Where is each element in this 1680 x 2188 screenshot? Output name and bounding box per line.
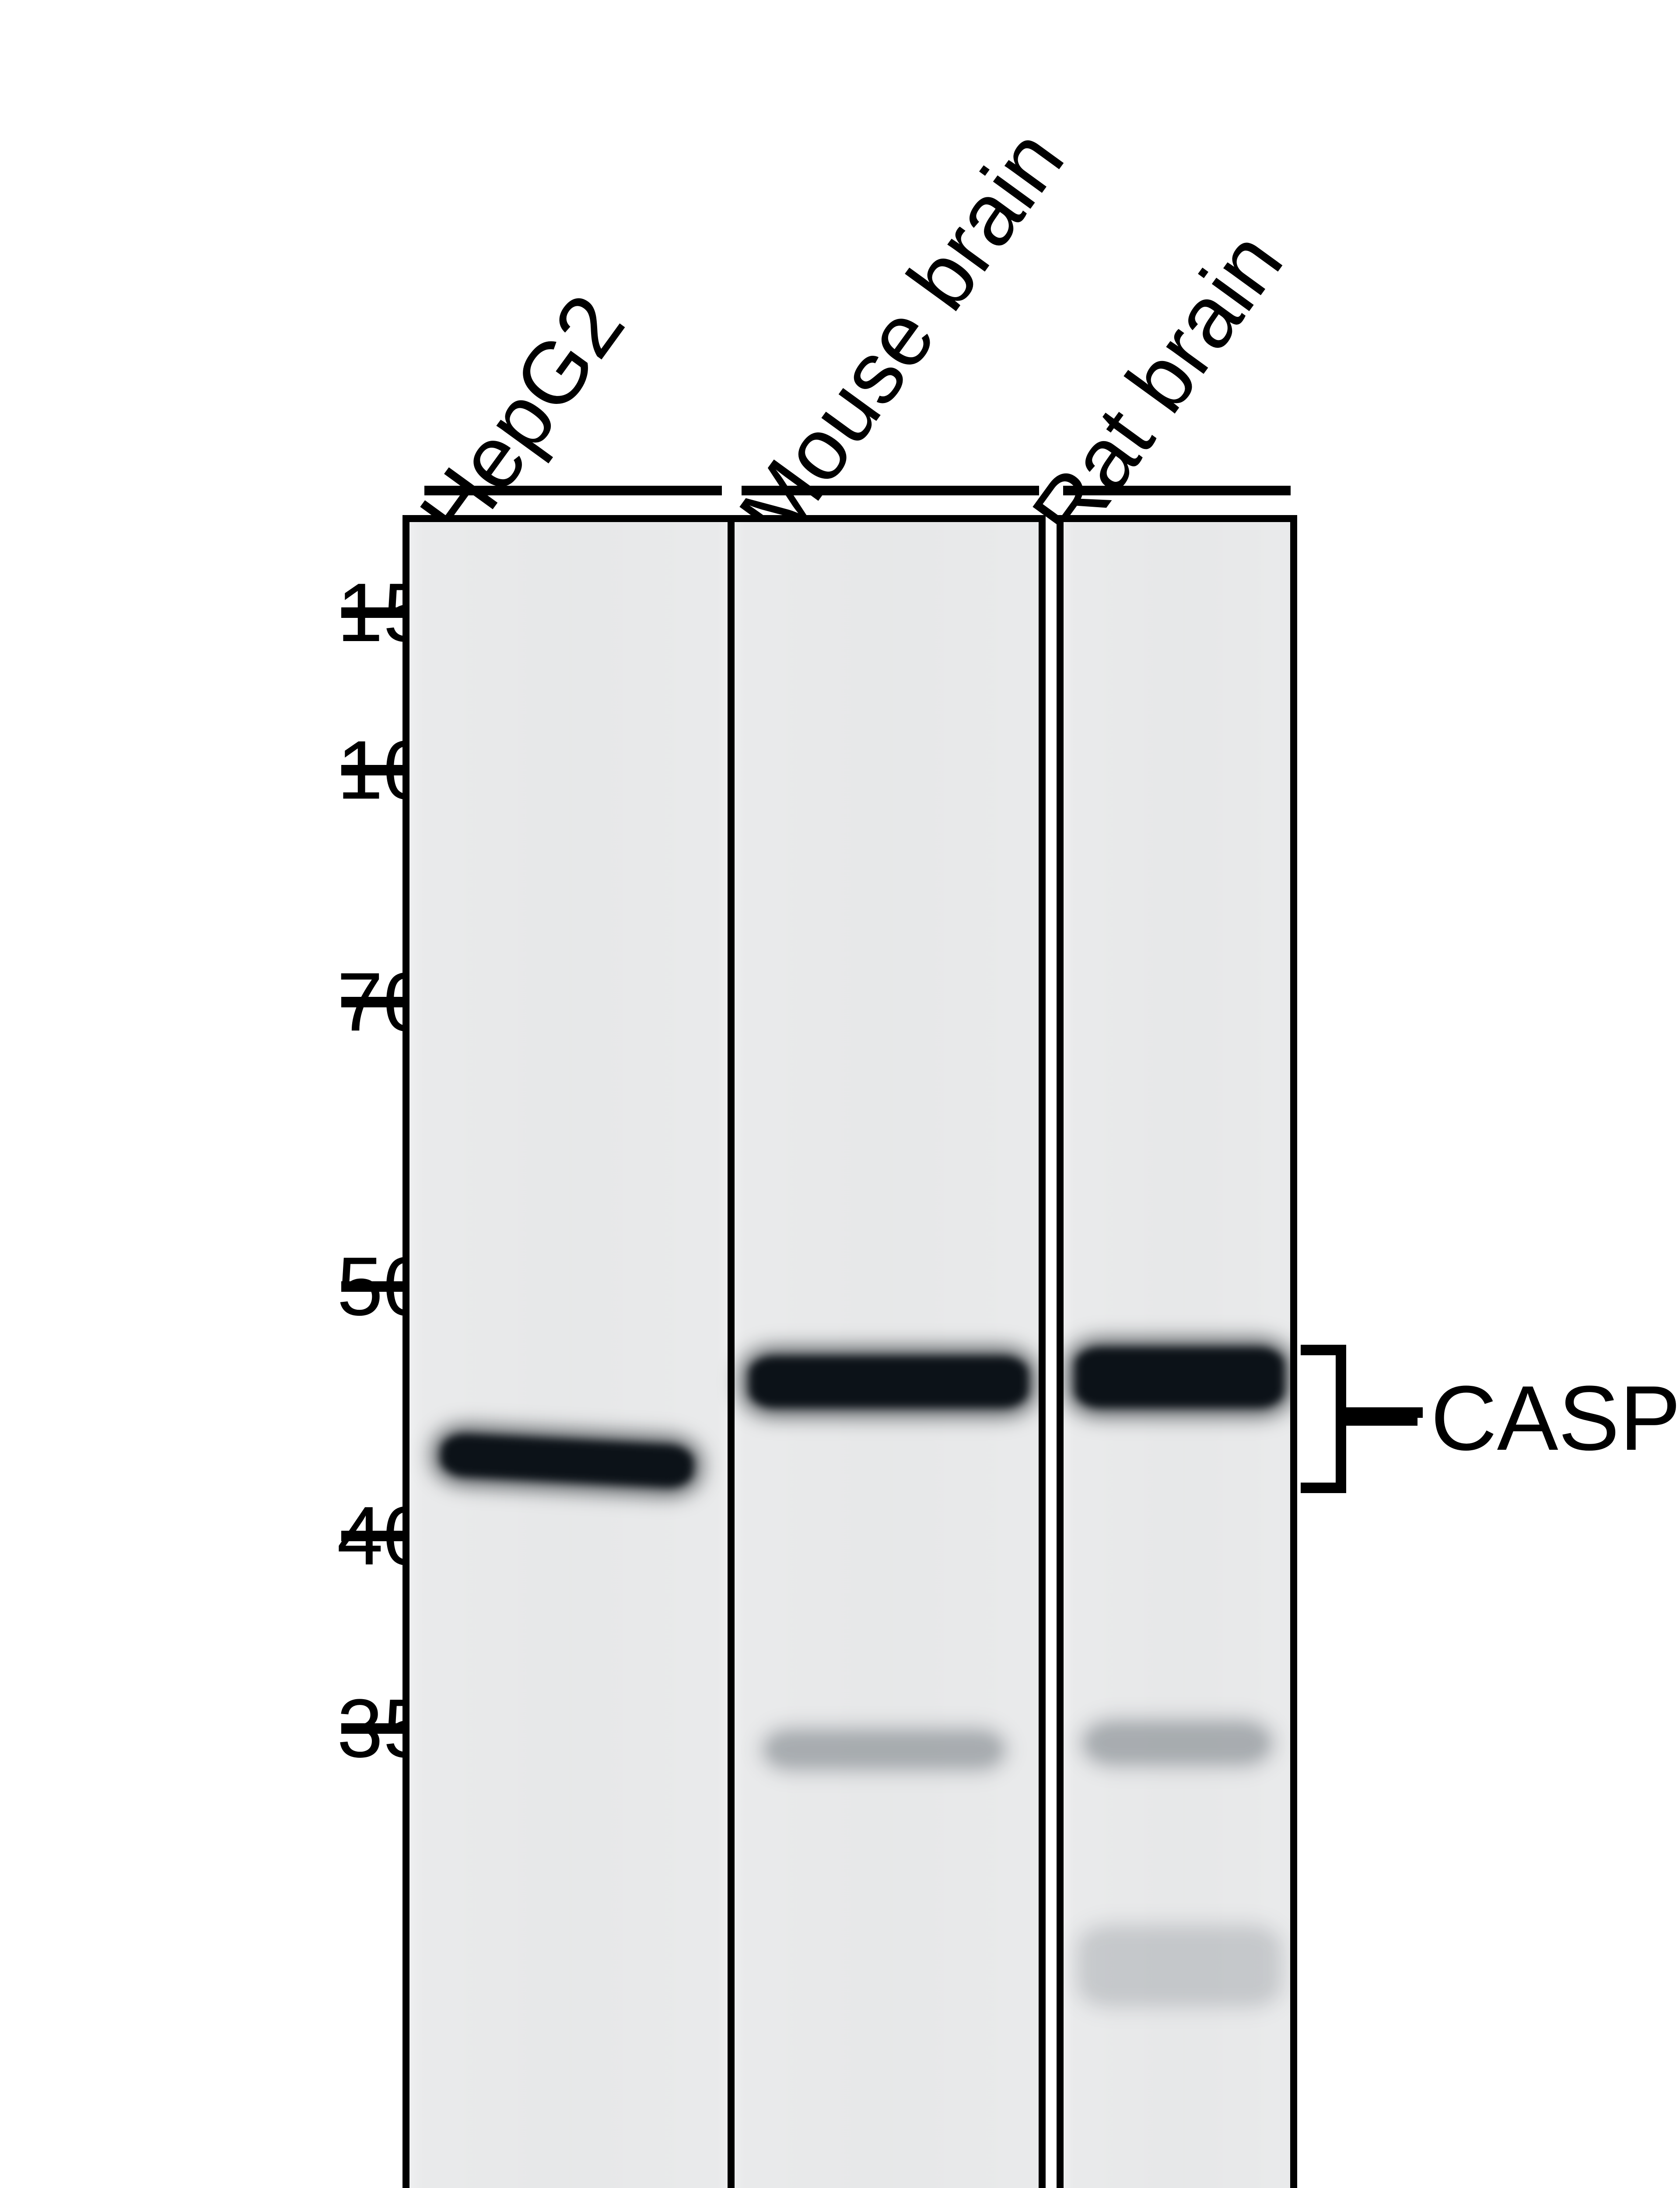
target-label: CASP9 — [1431, 1365, 1680, 1471]
blot-figure: 150kDa 100kDa 70kDa 50kDa 40kDa 35kDa 25… — [0, 0, 1680, 2188]
target-bracket — [0, 0, 1680, 2188]
